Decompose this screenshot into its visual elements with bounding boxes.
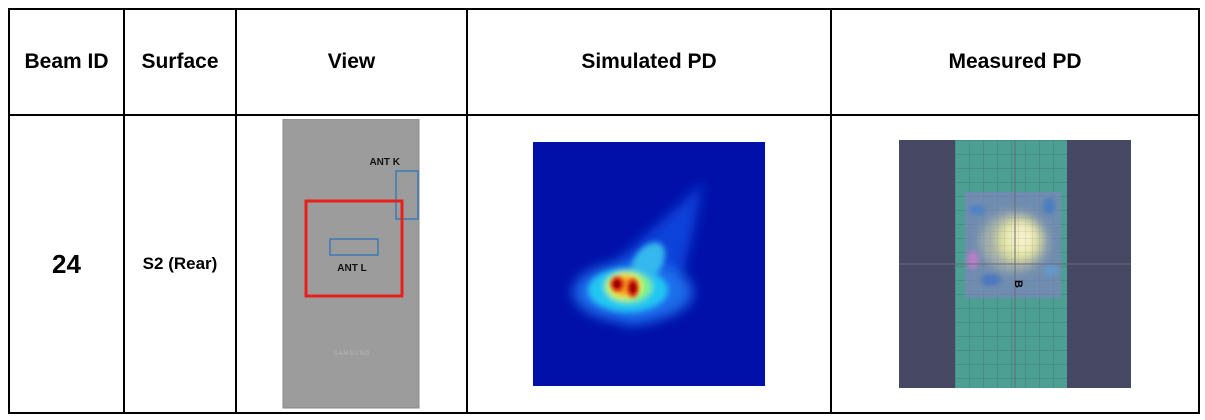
header-row: Beam ID Surface View Simulated PD Measur… — [8, 8, 1200, 116]
beam-id-cell: 24 — [8, 114, 125, 414]
heatmap-hotspots — [611, 277, 638, 297]
antenna-k-label: ANT K — [369, 157, 400, 168]
header-view: View — [235, 8, 468, 116]
marker-label: B — [1012, 280, 1024, 288]
beam-pd-table: Beam ID Surface View Simulated PD Measur… — [8, 8, 1200, 414]
surface-cell: S2 (Rear) — [123, 114, 237, 414]
heatmap-mid-field — [588, 242, 668, 312]
brand-logo-text: SAMSUNG — [333, 351, 370, 357]
antenna-l-label: ANT L — [337, 263, 366, 274]
header-simulated-pd: Simulated PD — [466, 8, 832, 116]
antenna-k-box — [394, 170, 419, 220]
header-beam-id: Beam ID — [8, 8, 125, 116]
header-measured-pd: Measured PD — [830, 8, 1200, 116]
measured-pd-cell: B — [830, 114, 1200, 414]
simulated-pd-heatmap — [533, 142, 765, 386]
simulated-pd-cell — [466, 114, 832, 414]
antenna-l-box — [328, 238, 379, 256]
phone-rear-view-diagram: ANT K ANT L SAMSUNG — [282, 119, 419, 409]
measured-pd-overlay: B — [899, 140, 1131, 388]
table-row: 24 S2 (Rear) ANT K ANT L SAMSUNG — [8, 114, 1200, 414]
view-cell: ANT K ANT L SAMSUNG — [235, 114, 468, 414]
exposure-highlight-box — [304, 199, 403, 298]
header-surface: Surface — [123, 8, 237, 116]
